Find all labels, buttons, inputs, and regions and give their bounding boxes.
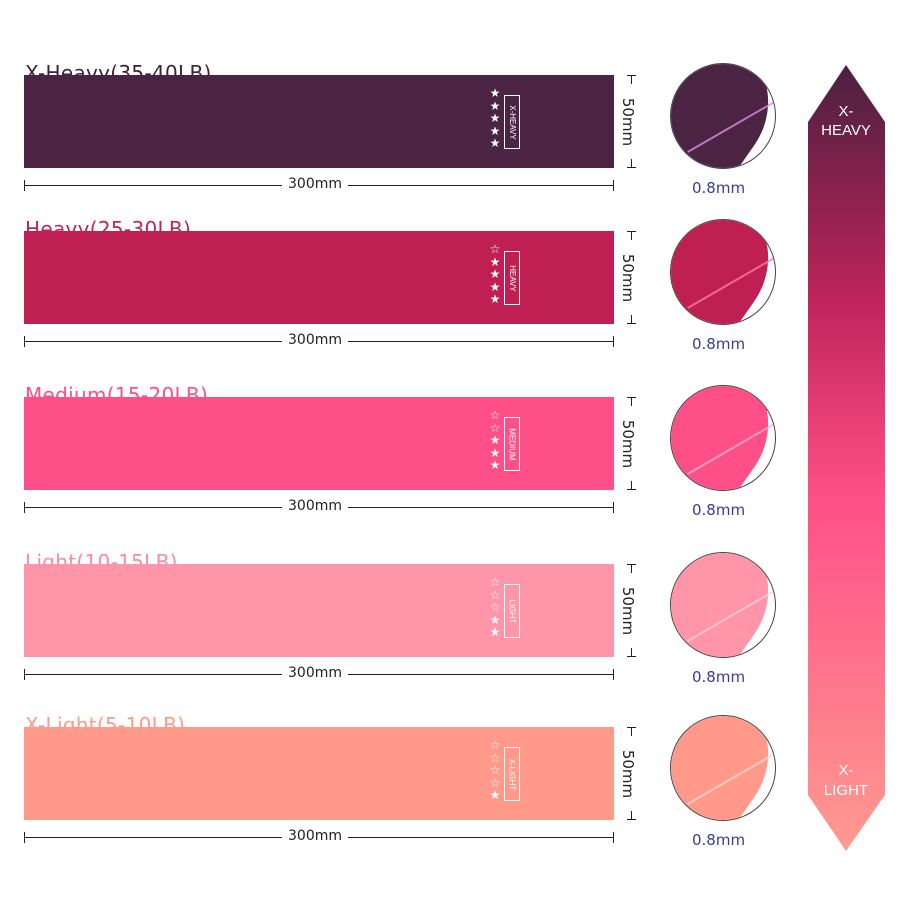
band-tag: X-HEAVY [504, 95, 520, 149]
scale-top-label-2: HEAVY [821, 122, 871, 139]
strength-stars: ★ ★ ☆ ☆ ☆ [486, 576, 504, 639]
band-row: X-Heavy(35-40LB) ★ ★ ★ ★ ★ X-HEAVY 300mm 50m… [0, 61, 800, 235]
thickness-closeup [670, 63, 776, 169]
star-filled-icon: ★ [489, 111, 501, 125]
thickness-label: 0.8mm [692, 668, 746, 686]
band-swatch: ★ ★ ☆ ☆ ☆ LIGHT [24, 564, 614, 657]
scale-top-label-1: X- [839, 103, 854, 120]
star-empty-icon: ☆ [489, 408, 501, 422]
band-tag: LIGHT [504, 584, 520, 638]
star-filled-icon: ★ [489, 292, 501, 306]
band-tag-label: MEDIUM [507, 427, 517, 461]
star-filled-icon: ★ [489, 788, 501, 802]
width-dimension: 50mm [619, 231, 640, 324]
band-tag-label: HEAVY [507, 264, 517, 292]
length-dimension: 300mm [24, 332, 614, 348]
star-empty-icon: ☆ [489, 750, 501, 765]
length-label: 300mm [282, 828, 348, 844]
strength-stars: ★ ★ ★ ☆ ☆ [486, 409, 504, 472]
width-dimension: 50mm [619, 75, 640, 168]
band-tag: HEAVY [504, 251, 520, 305]
star-empty-icon: ☆ [489, 242, 501, 256]
star-filled-icon: ★ [489, 136, 501, 150]
length-dimension: 300mm [24, 665, 614, 681]
thickness-closeup [670, 219, 776, 325]
band-tag-label: LIGHT [507, 599, 517, 623]
star-filled-icon: ★ [489, 254, 501, 269]
width-label: 50mm [619, 419, 638, 469]
band-row: Medium(15-20LB) ★ ★ ★ ☆ ☆ MEDIUM 300mm 50mm … [0, 383, 800, 557]
strength-stars: ★ ★ ★ ★ ☆ [486, 243, 504, 306]
strength-stars: ★ ★ ★ ★ ★ [486, 87, 504, 150]
length-label: 300mm [282, 176, 348, 192]
star-empty-icon: ☆ [489, 600, 501, 614]
length-dimension: 300mm [24, 498, 614, 514]
length-label: 300mm [282, 332, 348, 348]
scale-bottom-label-2: LIGHT [824, 782, 868, 799]
star-filled-icon: ★ [489, 458, 501, 472]
band-tag: MEDIUM [504, 417, 520, 471]
thickness-closeup [670, 552, 776, 658]
length-label: 300mm [282, 665, 348, 681]
strength-stars: ★ ☆ ☆ ☆ ☆ [486, 739, 504, 802]
width-label: 50mm [619, 97, 638, 147]
width-label: 50mm [619, 586, 638, 636]
width-dimension: 50mm [619, 727, 640, 820]
band-tag-label: X-HEAVY [507, 104, 517, 140]
scale-arrow-shape [808, 65, 885, 851]
band-tag: X-LIGHT [504, 747, 520, 801]
scale-bottom-label-1: X- [839, 762, 854, 779]
band-tag-label: X-LIGHT [507, 758, 517, 790]
width-label: 50mm [619, 253, 638, 303]
thickness-label: 0.8mm [692, 501, 746, 519]
resistance-scale-arrow: X- HEAVY X- LIGHT [808, 65, 885, 851]
star-filled-icon: ★ [489, 98, 501, 113]
star-empty-icon: ☆ [489, 775, 501, 790]
star-empty-icon: ☆ [489, 575, 501, 589]
star-filled-icon: ★ [489, 433, 501, 447]
thickness-label: 0.8mm [692, 335, 746, 353]
band-swatch: ★ ★ ★ ★ ★ X-HEAVY [24, 75, 614, 168]
thickness-closeup [670, 715, 776, 821]
star-filled-icon: ★ [489, 625, 501, 639]
star-filled-icon: ★ [489, 612, 501, 627]
width-label: 50mm [619, 749, 638, 799]
band-row: X-Light(5-10LB) ★ ☆ ☆ ☆ ☆ X-LIGHT 300mm 50mm… [0, 713, 800, 887]
width-dimension: 50mm [619, 397, 640, 490]
thickness-closeup [670, 385, 776, 491]
star-empty-icon: ☆ [489, 763, 501, 777]
band-swatch: ★ ★ ★ ☆ ☆ MEDIUM [24, 397, 614, 490]
band-row: Heavy(25-30LB) ★ ★ ★ ★ ☆ HEAVY 300mm 50mm 0.… [0, 217, 800, 391]
band-row: Light(10-15LB) ★ ★ ☆ ☆ ☆ LIGHT 300mm 50mm 0.… [0, 550, 800, 724]
length-label: 300mm [282, 498, 348, 514]
star-filled-icon: ★ [489, 86, 501, 100]
star-filled-icon: ★ [489, 123, 501, 138]
star-filled-icon: ★ [489, 445, 501, 460]
length-dimension: 300mm [24, 176, 614, 192]
thickness-label: 0.8mm [692, 831, 746, 849]
length-dimension: 300mm [24, 828, 614, 844]
star-empty-icon: ☆ [489, 738, 501, 752]
star-filled-icon: ★ [489, 279, 501, 294]
width-dimension: 50mm [619, 564, 640, 657]
thickness-label: 0.8mm [692, 179, 746, 197]
star-empty-icon: ☆ [489, 420, 501, 435]
star-filled-icon: ★ [489, 267, 501, 281]
band-swatch: ★ ☆ ☆ ☆ ☆ X-LIGHT [24, 727, 614, 820]
band-swatch: ★ ★ ★ ★ ☆ HEAVY [24, 231, 614, 324]
star-empty-icon: ☆ [489, 587, 501, 602]
